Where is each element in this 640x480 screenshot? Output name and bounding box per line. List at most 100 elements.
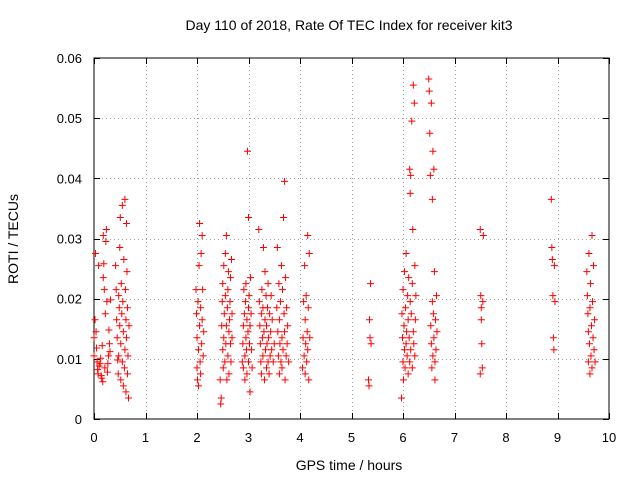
data-point (242, 334, 250, 342)
data-point (478, 340, 486, 348)
data-point (198, 340, 206, 348)
data-point (304, 231, 312, 239)
data-point (119, 298, 127, 306)
data-point (551, 298, 559, 306)
data-point (224, 286, 232, 294)
data-point (94, 370, 102, 378)
data-point (117, 340, 125, 348)
data-point (245, 213, 252, 221)
data-point (284, 322, 292, 330)
data-point (263, 364, 271, 372)
data-point (404, 370, 412, 378)
data-point (278, 286, 286, 294)
data-point (402, 340, 410, 348)
data-point (228, 310, 236, 318)
data-point (197, 304, 205, 312)
data-point (218, 298, 226, 306)
data-point (476, 225, 484, 233)
data-point (549, 334, 557, 342)
data-point (586, 280, 594, 288)
data-point (304, 346, 312, 354)
data-point (114, 356, 122, 364)
data-point (200, 328, 208, 336)
data-point (412, 292, 420, 300)
data-point (432, 346, 440, 354)
data-point (305, 250, 313, 258)
data-point (258, 286, 266, 294)
data-point (99, 231, 107, 239)
data-point (273, 304, 281, 312)
data-point (122, 388, 130, 396)
data-point (100, 286, 108, 294)
data-point (477, 292, 485, 300)
y-axis-label: ROTI / TECUs (5, 194, 21, 284)
data-point (100, 260, 108, 268)
data-point (241, 352, 249, 360)
data-point (121, 346, 129, 354)
data-point (430, 165, 438, 173)
data-point (426, 129, 434, 137)
data-point (365, 382, 373, 390)
data-point (407, 171, 415, 179)
data-point (277, 262, 285, 270)
data-point (198, 231, 206, 239)
data-point (265, 334, 273, 342)
data-point (407, 310, 415, 318)
data-point (112, 262, 120, 270)
data-point (300, 352, 308, 360)
data-point (431, 316, 439, 324)
data-point (407, 346, 415, 354)
data-point (102, 225, 110, 233)
data-point (244, 328, 252, 336)
data-point (95, 262, 103, 270)
data-point (238, 358, 246, 366)
x-tick-label: 8 (502, 430, 509, 445)
data-point (94, 366, 102, 374)
data-point (239, 322, 247, 330)
data-point (433, 328, 441, 336)
x-tick-label: 6 (399, 430, 406, 445)
data-point (119, 328, 127, 336)
data-point (220, 310, 228, 318)
data-point (221, 250, 229, 258)
data-point (239, 364, 247, 372)
data-point (92, 328, 100, 336)
data-point (192, 310, 200, 318)
data-point (259, 352, 267, 360)
data-point (427, 99, 435, 107)
data-point (279, 346, 287, 354)
data-point (113, 334, 121, 342)
data-point (240, 286, 248, 294)
data-point (274, 328, 282, 336)
data-point (409, 225, 417, 233)
data-point (196, 219, 204, 227)
data-point (240, 310, 248, 318)
data-point (220, 262, 228, 270)
data-point (217, 394, 225, 402)
data-point (591, 358, 599, 366)
data-point (248, 346, 256, 354)
data-point (115, 304, 123, 312)
data-point (93, 344, 101, 352)
data-point (243, 316, 251, 324)
data-point (301, 370, 309, 378)
data-point (217, 400, 225, 408)
data-point (399, 358, 407, 366)
data-point (257, 358, 265, 366)
x-tick-label: 5 (348, 430, 355, 445)
data-point (223, 304, 231, 312)
data-point (303, 328, 311, 336)
data-point (122, 316, 130, 324)
data-point (259, 244, 267, 252)
data-point (476, 370, 484, 378)
data-point (242, 280, 250, 288)
x-tick-labels: 0 1 2 3 4 5 6 7 8 9 10 (90, 430, 616, 445)
data-point (428, 364, 436, 372)
data-point (101, 310, 109, 318)
data-point (196, 322, 204, 330)
data-point (248, 364, 256, 372)
data-point (584, 328, 592, 336)
data-point (257, 310, 265, 318)
data-point (409, 81, 417, 89)
